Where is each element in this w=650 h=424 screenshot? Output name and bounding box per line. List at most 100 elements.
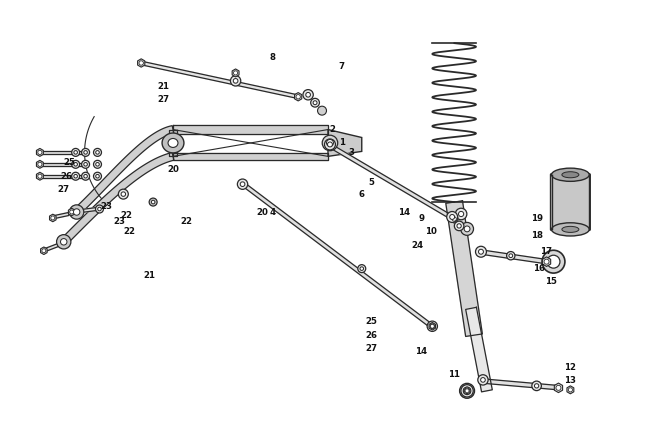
Circle shape [51, 216, 55, 220]
Circle shape [480, 377, 486, 382]
Circle shape [72, 160, 79, 168]
Circle shape [149, 198, 157, 206]
Text: 26: 26 [60, 172, 73, 181]
Text: 17: 17 [541, 247, 552, 256]
Circle shape [547, 255, 560, 268]
Circle shape [463, 387, 471, 395]
Circle shape [82, 172, 90, 180]
Ellipse shape [551, 223, 590, 236]
Circle shape [532, 381, 541, 391]
Text: 13: 13 [564, 377, 577, 385]
Text: 22: 22 [120, 212, 133, 220]
Text: 6: 6 [359, 190, 365, 198]
Circle shape [430, 324, 435, 329]
Polygon shape [554, 383, 563, 393]
Polygon shape [74, 126, 174, 215]
Text: 27: 27 [58, 184, 70, 194]
Circle shape [74, 162, 77, 166]
Circle shape [94, 148, 101, 156]
Circle shape [568, 388, 573, 392]
Circle shape [360, 267, 363, 271]
Circle shape [233, 71, 238, 75]
Polygon shape [46, 243, 59, 251]
Circle shape [427, 321, 437, 332]
Circle shape [454, 221, 464, 231]
Text: 16: 16 [532, 264, 545, 273]
Circle shape [544, 259, 549, 264]
Circle shape [96, 151, 99, 154]
Circle shape [151, 200, 155, 204]
Ellipse shape [562, 172, 579, 178]
Polygon shape [450, 215, 458, 223]
Polygon shape [567, 386, 574, 394]
Polygon shape [294, 92, 302, 101]
Polygon shape [169, 130, 177, 156]
Text: 24: 24 [411, 241, 423, 250]
Circle shape [430, 324, 434, 328]
Polygon shape [36, 148, 44, 156]
Circle shape [456, 208, 467, 220]
Polygon shape [68, 208, 75, 216]
Text: 10: 10 [425, 227, 437, 236]
Text: 23: 23 [113, 218, 125, 226]
Circle shape [96, 162, 99, 166]
Polygon shape [429, 323, 436, 330]
Circle shape [478, 249, 484, 254]
Circle shape [38, 162, 42, 166]
Circle shape [98, 207, 101, 211]
Circle shape [240, 182, 245, 187]
Circle shape [447, 212, 458, 223]
Circle shape [82, 160, 90, 168]
Text: 25: 25 [64, 158, 75, 167]
Circle shape [322, 135, 338, 151]
Ellipse shape [162, 133, 184, 153]
Circle shape [460, 383, 474, 398]
Polygon shape [73, 207, 97, 213]
Circle shape [461, 223, 473, 235]
Circle shape [237, 179, 248, 190]
Polygon shape [481, 379, 561, 390]
Circle shape [72, 172, 79, 180]
Circle shape [121, 192, 125, 196]
Circle shape [70, 210, 73, 214]
Circle shape [57, 234, 71, 249]
Text: 1: 1 [339, 138, 345, 147]
Circle shape [457, 224, 462, 228]
Polygon shape [61, 153, 174, 245]
Circle shape [464, 226, 470, 232]
Polygon shape [446, 201, 482, 336]
Ellipse shape [168, 139, 178, 148]
Circle shape [313, 101, 317, 105]
Circle shape [72, 148, 79, 156]
Text: 14: 14 [415, 346, 428, 356]
Circle shape [38, 174, 42, 179]
Polygon shape [55, 212, 69, 218]
Polygon shape [173, 126, 328, 134]
Polygon shape [239, 181, 436, 330]
Circle shape [476, 246, 486, 257]
Text: 7: 7 [339, 62, 345, 72]
Circle shape [96, 174, 99, 178]
Text: 21: 21 [143, 271, 155, 280]
Circle shape [84, 174, 87, 178]
Circle shape [70, 205, 84, 219]
Circle shape [465, 389, 469, 393]
Polygon shape [327, 143, 455, 220]
Polygon shape [464, 387, 471, 395]
Text: 5: 5 [369, 178, 374, 187]
Ellipse shape [551, 168, 590, 181]
Circle shape [84, 162, 87, 166]
Circle shape [324, 139, 335, 150]
Polygon shape [465, 307, 492, 392]
Text: 4: 4 [269, 207, 276, 217]
Circle shape [326, 139, 333, 146]
Polygon shape [42, 175, 84, 178]
Polygon shape [40, 247, 47, 254]
Circle shape [478, 375, 488, 385]
Circle shape [118, 189, 128, 199]
Text: 20: 20 [167, 165, 179, 174]
Circle shape [509, 254, 513, 258]
Polygon shape [478, 250, 547, 264]
Text: 21: 21 [157, 82, 169, 91]
Polygon shape [141, 61, 298, 98]
